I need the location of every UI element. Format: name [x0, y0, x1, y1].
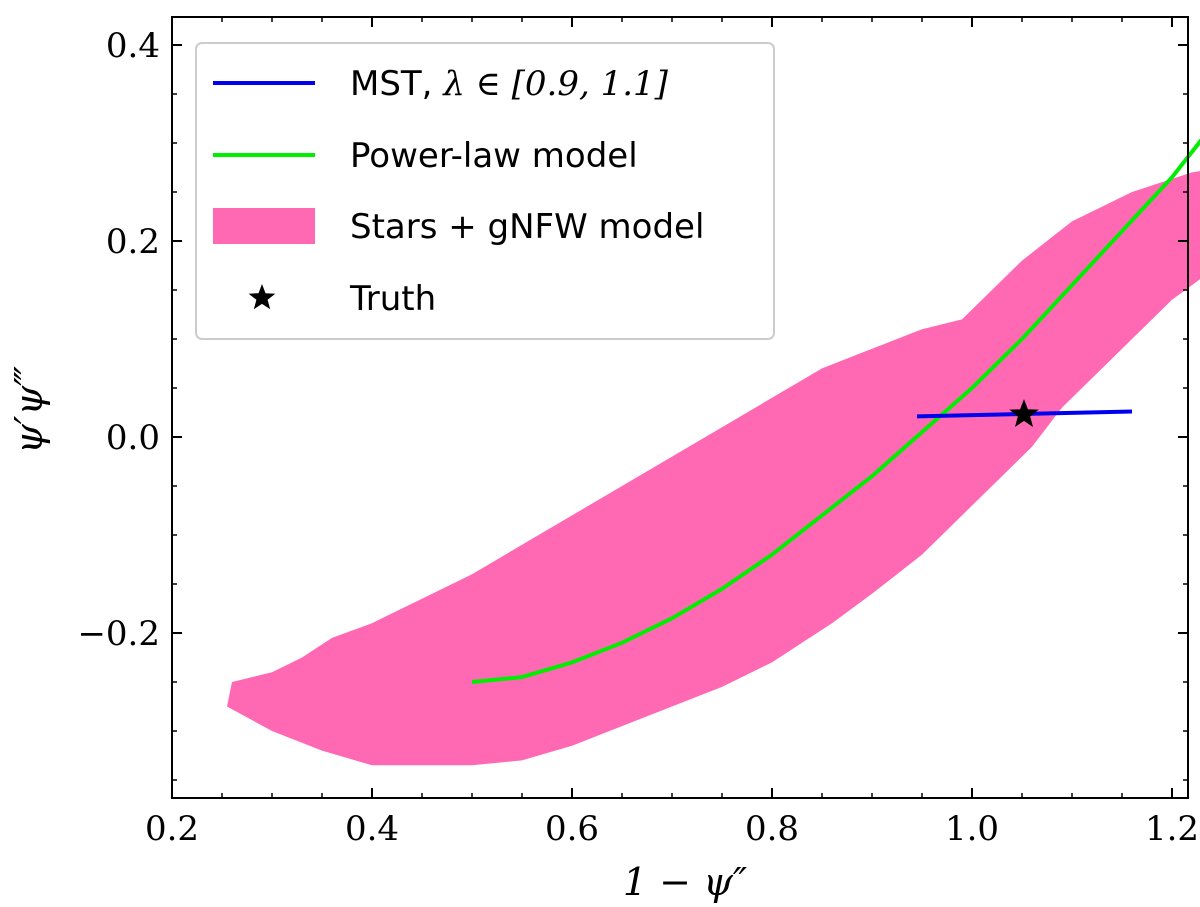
- y-tick-label: 0.4: [106, 26, 160, 66]
- y-tick-label: 0.0: [106, 418, 160, 458]
- ticks-layer: 0.20.40.60.81.01.21.4−0.20.00.20.4: [77, 17, 1199, 849]
- legend-label-mst: MST, λ ∈ [0.9, 1.1]: [350, 64, 669, 104]
- x-axis-label: 1 − ψ″: [623, 860, 747, 904]
- x-tick-label: 1.2: [1145, 809, 1199, 849]
- x-tick-label: 0.8: [745, 809, 799, 849]
- x-tick-label: 1.0: [945, 809, 999, 849]
- axes-frame: [171, 16, 1189, 799]
- x-tick-label: 0.6: [545, 809, 599, 849]
- legend-label-gnfw: Stars + gNFW model: [350, 207, 704, 247]
- legend-box: [195, 42, 775, 340]
- region-stars-gnfw: [227, 171, 1200, 766]
- legend-label-truth: Truth: [349, 279, 436, 319]
- x-tick-label: 0.4: [345, 809, 399, 849]
- legend-star-icon: [248, 284, 276, 310]
- series-line-power-law: [471, 138, 1200, 684]
- markers-layer: [1009, 399, 1039, 427]
- legend-swatch-gnfw: [213, 208, 315, 244]
- legend: MST, λ ∈ [0.9, 1.1] Power-law model Star…: [195, 42, 775, 340]
- y-axis-label: ψ′ψ‴: [7, 366, 51, 454]
- y-tick-label: 0.2: [106, 222, 160, 262]
- region-layer: [227, 171, 1200, 766]
- x-tick-label: 0.2: [145, 809, 199, 849]
- y-tick-label: −0.2: [77, 614, 160, 654]
- truth-star-marker: [1009, 399, 1039, 427]
- legend-label-power-law: Power-law model: [350, 136, 638, 176]
